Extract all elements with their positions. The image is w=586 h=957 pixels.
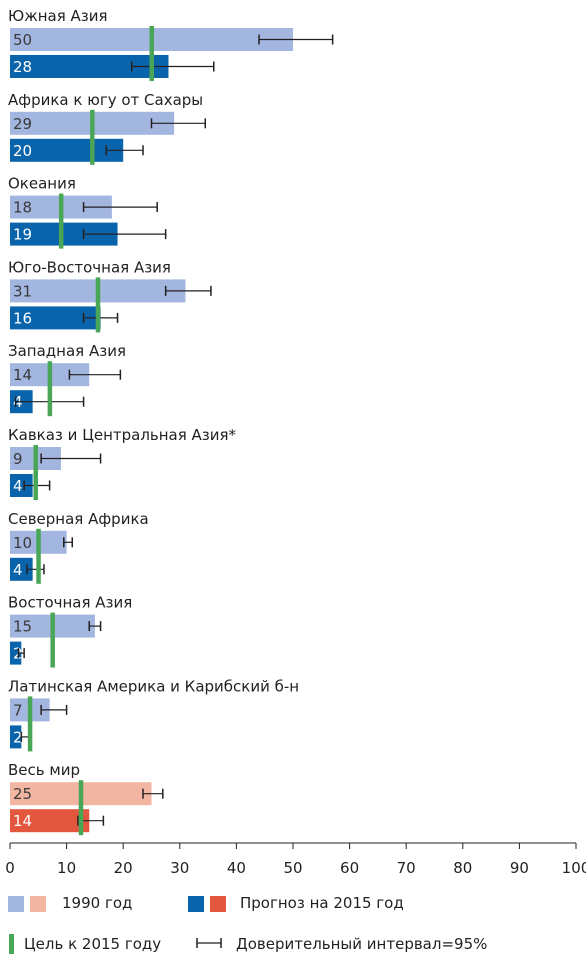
legend-label-1990: 1990 год — [62, 894, 133, 912]
bar-value-label: 9 — [13, 450, 23, 468]
bar-2015 — [10, 557, 33, 581]
target-line — [50, 612, 55, 668]
legend-swatch-2015-world — [210, 896, 226, 912]
bar-2015 — [10, 306, 101, 330]
region-label: Африка к югу от Сахары — [8, 91, 203, 109]
bar-2015 — [10, 138, 124, 162]
bar-2015 — [10, 725, 22, 749]
region-label: Восточная Азия — [8, 594, 132, 612]
legend-label-2015: Прогноз на 2015 год — [240, 894, 404, 912]
bar-2015 — [10, 55, 169, 78]
region-label: Южная Азия — [8, 7, 108, 25]
x-tick-label: 40 — [227, 859, 246, 877]
region-label: Весь мир — [8, 761, 80, 779]
x-tick-label: 0 — [5, 859, 15, 877]
region-label: Западная Азия — [8, 342, 126, 360]
region-label: Юго-Восточная Азия — [8, 258, 171, 276]
target-line — [36, 528, 41, 584]
bar-value-label: 50 — [13, 31, 32, 49]
x-tick-label: 80 — [453, 859, 472, 877]
legend-swatch-1990-regions — [8, 896, 24, 912]
bar-value-label: 25 — [13, 785, 32, 803]
bar-value-label: 28 — [13, 58, 32, 76]
x-tick-label: 90 — [510, 859, 529, 877]
bar-value-label: 31 — [13, 282, 32, 300]
bar-2015 — [10, 474, 33, 497]
target-line — [90, 109, 95, 165]
bar-value-label: 14 — [13, 366, 32, 384]
legend-ci-symbol — [196, 938, 222, 948]
bar-2015 — [10, 222, 118, 246]
legend-label-ci: Доверительный интервал=95% — [236, 935, 488, 953]
bar-value-label: 2 — [13, 728, 23, 746]
region-label: Океания — [8, 175, 76, 193]
bar-value-label: 10 — [13, 534, 32, 552]
legend-swatch-1990-world — [30, 896, 46, 912]
target-line — [95, 277, 101, 333]
bar-2015 — [10, 641, 22, 665]
region-label: Северная Африка — [8, 510, 149, 528]
bar-value-label: 7 — [13, 701, 23, 719]
bar-value-label: 4 — [13, 477, 23, 495]
bar-value-label: 20 — [13, 142, 32, 160]
x-tick-label: 30 — [170, 859, 189, 877]
x-tick-label: 50 — [283, 859, 302, 877]
target-line — [47, 361, 53, 417]
legend-swatch-2015-regions — [188, 896, 204, 912]
legend-target-line — [9, 934, 14, 954]
target-line — [27, 696, 33, 752]
x-tick-label: 60 — [340, 859, 359, 877]
bar-value-label: 29 — [13, 115, 32, 133]
target-line — [58, 193, 64, 249]
region-label: Латинская Америка и Карибский б-н — [8, 677, 299, 695]
x-tick-label: 70 — [397, 859, 416, 877]
target-line — [149, 26, 154, 81]
region-label: Кавказ и Центральная Азия* — [8, 426, 237, 444]
bar-value-label: 16 — [13, 309, 32, 327]
x-tick-label: 20 — [114, 859, 133, 877]
x-tick-label: 100 — [562, 859, 586, 877]
x-tick-label: 10 — [57, 859, 76, 877]
bar-2015 — [10, 809, 90, 833]
bar-value-label: 19 — [13, 226, 32, 244]
bar-value-label: 14 — [13, 812, 32, 830]
target-line — [78, 780, 84, 836]
bar-value-label: 4 — [13, 561, 23, 579]
legend-label-target: Цель к 2015 году — [24, 935, 162, 953]
target-line — [33, 445, 38, 500]
bar-value-label: 18 — [13, 199, 32, 217]
bar-value-label: 15 — [13, 618, 32, 636]
